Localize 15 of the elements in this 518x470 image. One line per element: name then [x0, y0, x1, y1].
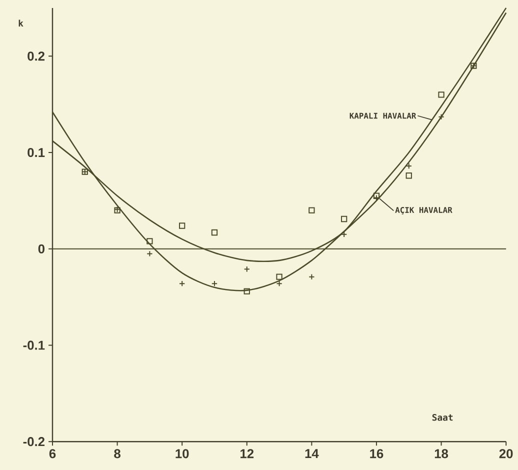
y-tick-label: -0.2: [23, 436, 44, 446]
x-tick-label: 14: [305, 448, 319, 458]
x-tick-label: 6: [49, 448, 56, 458]
x-tick-label: 12: [240, 448, 254, 458]
y-axis-title: k: [18, 20, 24, 26]
x-tick-label: 20: [499, 448, 513, 458]
x-axis-title: Saat: [432, 414, 453, 421]
y-tick-label: 0.1: [28, 148, 45, 157]
x-tick-label: 16: [370, 448, 384, 458]
y-tick-label: -0.1: [23, 340, 45, 350]
x-tick-label: 8: [114, 448, 120, 458]
x-tick-label: 10: [176, 448, 189, 458]
x-tick-label: 18: [434, 448, 448, 458]
y-tick-label: 0: [38, 244, 44, 254]
y-tick-label: 0.2: [28, 51, 44, 60]
